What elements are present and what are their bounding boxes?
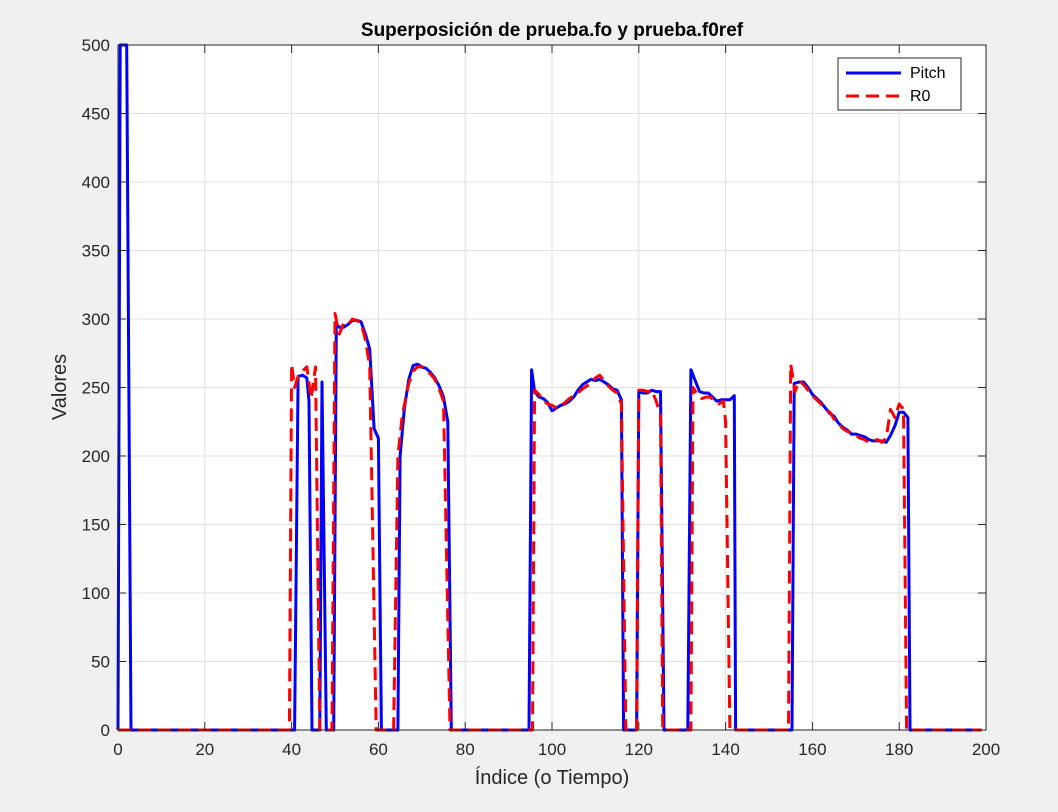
y-tick-label: 0 bbox=[101, 721, 110, 740]
y-tick-label: 350 bbox=[82, 242, 110, 261]
legend-box bbox=[837, 57, 962, 111]
x-tick-label: 20 bbox=[195, 740, 214, 759]
series-line-r0 bbox=[118, 312, 982, 732]
y-tick-label: 250 bbox=[82, 379, 110, 398]
legend-r0-label: R0 bbox=[910, 88, 931, 105]
y-axis-label: Valores bbox=[49, 354, 71, 420]
y-tick-label: 450 bbox=[82, 105, 110, 124]
x-tick-label: 140 bbox=[711, 740, 739, 759]
x-tick-label: 180 bbox=[885, 740, 913, 759]
x-tick-label: 200 bbox=[972, 740, 1000, 759]
y-tick-label: 500 bbox=[82, 36, 110, 55]
x-tick-label: 60 bbox=[369, 740, 388, 759]
x-tick-label: 100 bbox=[538, 740, 566, 759]
x-tick-label: 160 bbox=[798, 740, 826, 759]
y-tick-label: 150 bbox=[82, 516, 110, 535]
x-axis-label: Índice (o Tiempo) bbox=[475, 766, 630, 789]
legend-pitch-label: Pitch bbox=[910, 65, 946, 82]
y-tick-label: 100 bbox=[82, 584, 110, 603]
axis-ticks: 0 20 40 60 80 100 120 140 160 180 200 0 50 100 150 200 2… bbox=[82, 36, 1001, 759]
x-tick-label: 40 bbox=[282, 740, 301, 759]
plot-area bbox=[116, 43, 982, 732]
chart-title: Superposición de prueba.fo y prueba.f0re… bbox=[361, 20, 744, 41]
y-tick-label: 300 bbox=[82, 310, 110, 329]
legend[interactable]: Pitch R0 bbox=[837, 57, 962, 111]
y-tick-label: 50 bbox=[91, 653, 110, 672]
x-tick-label: 80 bbox=[456, 740, 475, 759]
y-tick-label: 200 bbox=[82, 447, 110, 466]
x-tick-label: 120 bbox=[625, 740, 653, 759]
x-tick-label: 0 bbox=[113, 740, 122, 759]
y-tick-label: 400 bbox=[82, 173, 110, 192]
